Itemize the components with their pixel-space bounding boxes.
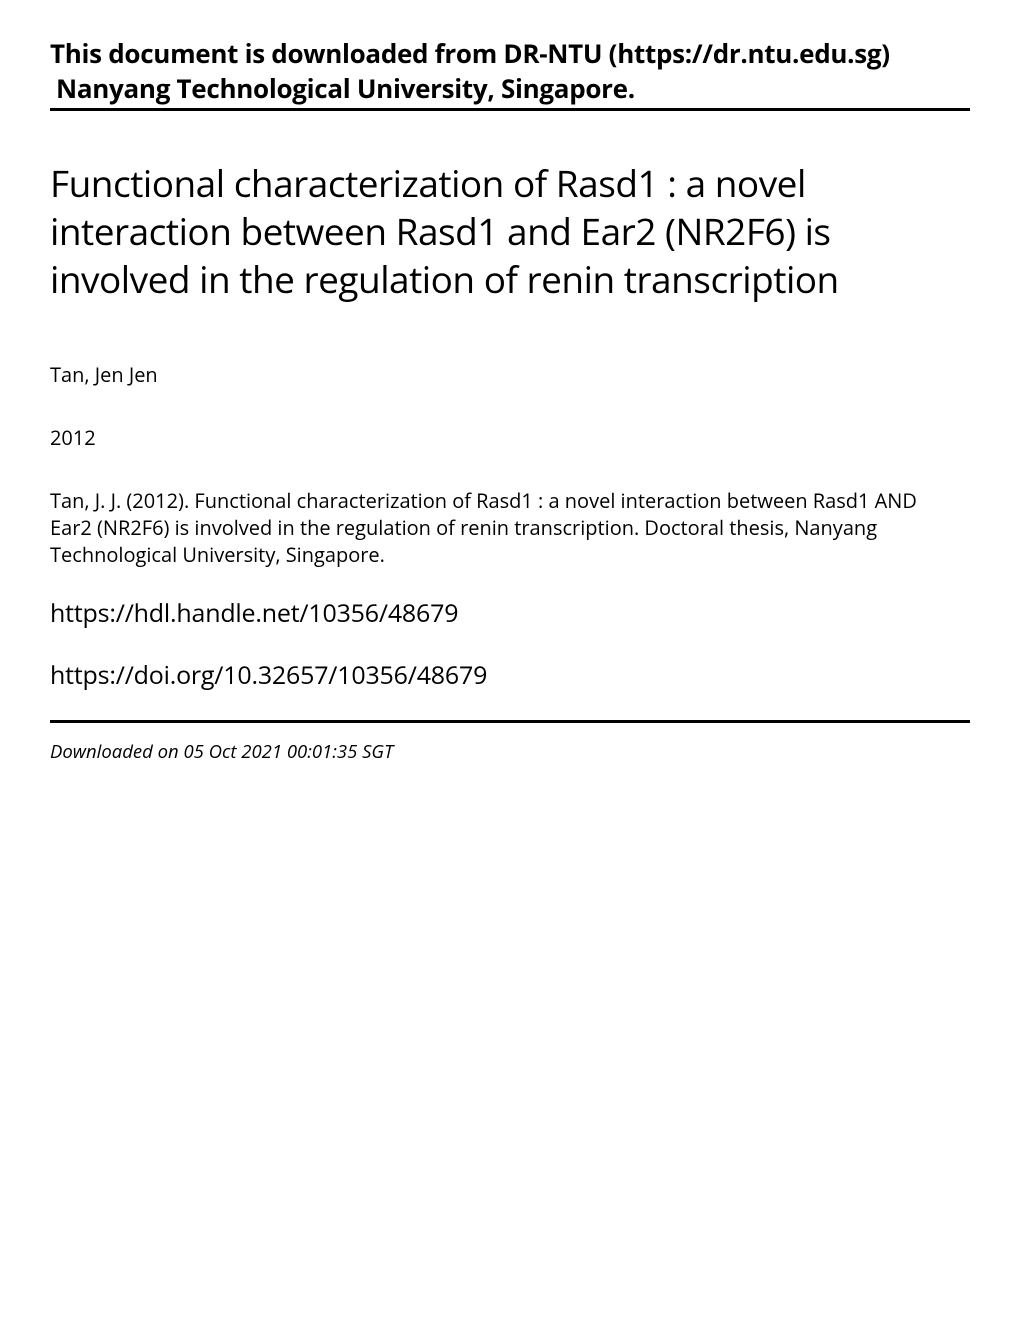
header-line-2: Nanyang Technological University, Singap…	[50, 71, 970, 106]
header-line-1: This document is downloaded from DR-NTU …	[50, 36, 970, 71]
handle-url[interactable]: https://hdl.handle.net/10356/48679	[50, 596, 970, 630]
document-title: Functional characterization of Rasd1 : a…	[50, 159, 970, 303]
author-name: Tan, Jen Jen	[50, 361, 970, 388]
download-timestamp: Downloaded on 05 Oct 2021 00:01:35 SGT	[50, 739, 970, 764]
footer-divider	[50, 720, 970, 723]
publication-year: 2012	[50, 424, 970, 451]
repository-header: This document is downloaded from DR-NTU …	[50, 36, 970, 111]
citation-text: Tan, J. J. (2012). Functional characteri…	[50, 487, 920, 568]
doi-url[interactable]: https://doi.org/10.32657/10356/48679	[50, 658, 970, 692]
